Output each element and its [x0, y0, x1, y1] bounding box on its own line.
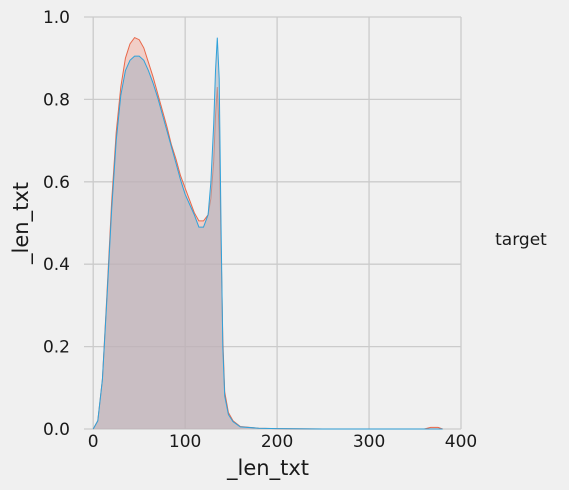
y-axis-ticks: 0.0 0.2 0.4 0.6 0.8 1.0	[43, 8, 70, 440]
x-tick-label: 300	[353, 432, 385, 452]
x-axis-title: _len_txt	[226, 456, 309, 481]
y-tick-label: 0.6	[43, 173, 70, 193]
x-tick-label: 400	[445, 432, 477, 452]
y-axis-title: _len_txt	[9, 182, 34, 265]
x-tick-label: 200	[261, 432, 293, 452]
y-tick-label: 0.2	[43, 338, 70, 358]
series-layer	[92, 36, 443, 430]
x-axis-ticks: 0 100 200 300 400	[88, 432, 477, 452]
y-tick-label: 0.4	[43, 255, 70, 275]
kde-area-series-2	[93, 37, 443, 429]
legend-title: target	[495, 230, 547, 250]
y-tick-label: 0.8	[43, 90, 70, 110]
x-tick-label: 100	[169, 432, 201, 452]
y-tick-label: 1.0	[43, 8, 70, 28]
y-tick-label: 0.0	[43, 420, 70, 440]
x-tick-label: 0	[88, 432, 99, 452]
kde-line-series-2	[92, 37, 443, 430]
